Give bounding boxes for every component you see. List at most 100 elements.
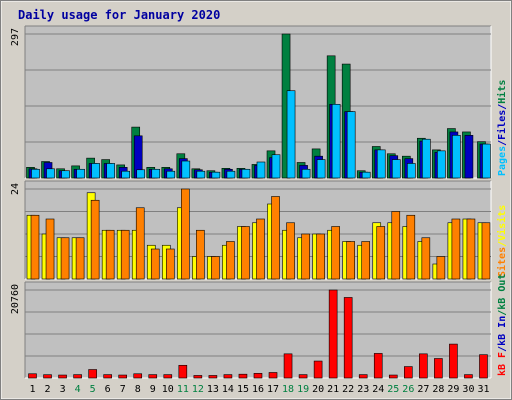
day-label: 6 bbox=[105, 384, 111, 395]
bar-sites-day-26 bbox=[406, 214, 416, 280]
day-label: 20 bbox=[312, 384, 324, 395]
day-label: 8 bbox=[135, 384, 141, 395]
day-label: 24 bbox=[372, 384, 384, 395]
bar-sites-day-28 bbox=[436, 256, 446, 280]
day-label: 21 bbox=[327, 384, 339, 395]
legend-item: / bbox=[497, 140, 508, 146]
bar-pages-day-5 bbox=[91, 163, 100, 179]
legend-item: Hits bbox=[496, 80, 508, 104]
day-label: 26 bbox=[402, 384, 414, 395]
bar-kb-f-day-3 bbox=[58, 374, 67, 379]
legend-item: Files bbox=[496, 110, 508, 140]
bar-kb-f-day-28 bbox=[434, 358, 443, 379]
day-label: 3 bbox=[60, 384, 66, 395]
bar-pages-day-2 bbox=[46, 168, 55, 179]
day-label: 5 bbox=[90, 384, 96, 395]
bar-kb-f-day-19 bbox=[298, 374, 308, 379]
bar-sites-day-29 bbox=[451, 218, 461, 280]
bar-pages-day-27 bbox=[422, 138, 431, 179]
bar-pages-day-12 bbox=[196, 170, 206, 179]
bar-kb-f-day-24 bbox=[373, 353, 383, 379]
bar-pages-day-20 bbox=[316, 159, 326, 179]
bar-kb-f-day-4 bbox=[73, 374, 82, 379]
bar-kb-f-day-17 bbox=[268, 372, 278, 379]
bar-pages-day-26 bbox=[407, 163, 416, 179]
bar-kb-f-day-12 bbox=[193, 375, 203, 379]
day-label: 9 bbox=[150, 384, 156, 395]
bar-kb-f-day-15 bbox=[238, 373, 248, 379]
bar-pages-day-29 bbox=[452, 135, 461, 179]
bar-kb-f-day-8 bbox=[133, 373, 143, 379]
day-label: 17 bbox=[267, 384, 279, 395]
bar-pages-day-22 bbox=[346, 111, 356, 179]
bar-kb-f-day-2 bbox=[43, 374, 52, 379]
bar-kb-f-day-25 bbox=[388, 374, 398, 379]
panel-hits_files_pages bbox=[25, 26, 491, 178]
bar-pages-day-16 bbox=[256, 161, 266, 179]
bar-sites-day-6 bbox=[105, 229, 115, 280]
chart-title: Daily usage for January 2020 bbox=[18, 8, 220, 22]
bar-sites-day-8 bbox=[135, 207, 145, 280]
legend-item: kB In bbox=[497, 316, 508, 346]
ymax-label: 24 bbox=[10, 183, 21, 195]
bar-sites-day-27 bbox=[421, 237, 431, 280]
day-label: 23 bbox=[357, 384, 369, 395]
ymax-label: 297 bbox=[10, 28, 21, 46]
day-label: 14 bbox=[222, 384, 234, 395]
day-label: 30 bbox=[462, 384, 474, 395]
legend-item: kB F bbox=[497, 352, 508, 376]
bar-kb-f-day-26 bbox=[404, 366, 413, 379]
day-label: 7 bbox=[120, 384, 126, 395]
day-label: 29 bbox=[447, 384, 459, 395]
legend-item: / bbox=[497, 346, 508, 352]
bar-kb-f-day-11 bbox=[178, 364, 188, 379]
day-label: 13 bbox=[207, 384, 219, 395]
day-label: 2 bbox=[45, 384, 51, 395]
bar-sites-day-7 bbox=[120, 229, 130, 280]
bar-pages-day-17 bbox=[271, 154, 281, 179]
day-label: 19 bbox=[297, 384, 309, 395]
legend-item: Visits bbox=[496, 205, 508, 241]
bar-pages-day-4 bbox=[76, 168, 85, 179]
bar-sites-day-1 bbox=[30, 214, 40, 280]
bar-kb-f-day-30 bbox=[464, 374, 473, 379]
ymax-label: 20760 bbox=[10, 284, 21, 314]
day-label: 1 bbox=[30, 384, 36, 395]
bar-sites-day-23 bbox=[361, 241, 371, 280]
bar-sites-day-5 bbox=[90, 199, 100, 280]
bar-kb-f-day-16 bbox=[253, 373, 263, 379]
day-label: 16 bbox=[252, 384, 264, 395]
bar-sites-day-19 bbox=[301, 233, 310, 280]
bar-sites-day-15 bbox=[241, 226, 250, 280]
day-label: 25 bbox=[387, 384, 399, 395]
legend-item: / bbox=[497, 104, 508, 110]
bar-pages-day-14 bbox=[226, 170, 236, 179]
day-label: 28 bbox=[432, 384, 444, 395]
day-label: 11 bbox=[177, 384, 189, 395]
legend-item: kB Out bbox=[497, 274, 508, 310]
bar-sites-day-31 bbox=[481, 222, 491, 280]
bar-sites-day-14 bbox=[226, 241, 235, 280]
bar-pages-day-21 bbox=[331, 104, 341, 179]
bar-kb-f-day-13 bbox=[208, 375, 218, 379]
day-label: 31 bbox=[477, 384, 489, 395]
bar-sites-day-17 bbox=[271, 196, 280, 280]
bar-sites-day-21 bbox=[331, 226, 340, 280]
bar-kb-f-day-23 bbox=[358, 374, 368, 379]
bar-sites-day-16 bbox=[256, 218, 265, 280]
bar-sites-day-12 bbox=[196, 229, 205, 280]
bar-pages-day-13 bbox=[211, 171, 221, 179]
bar-pages-day-25 bbox=[391, 159, 401, 179]
bar-pages-day-10 bbox=[166, 170, 176, 179]
bar-pages-day-3 bbox=[61, 170, 70, 179]
panel-kbytes bbox=[25, 282, 491, 378]
bar-kb-f-day-22 bbox=[343, 297, 353, 379]
bar-sites-day-18 bbox=[286, 222, 295, 280]
bar-sites-day-9 bbox=[150, 248, 160, 280]
bar-pages-day-24 bbox=[376, 149, 386, 179]
bar-files-day-30 bbox=[464, 135, 474, 179]
bar-kb-f-day-18 bbox=[283, 353, 293, 379]
bar-sites-day-3 bbox=[60, 237, 70, 280]
bar-pages-day-7 bbox=[121, 170, 130, 179]
